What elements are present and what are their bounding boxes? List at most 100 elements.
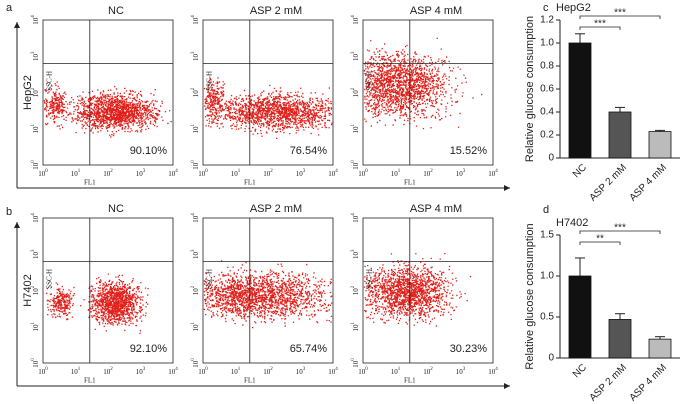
y-tick-label: 1.5 [540,230,554,241]
y-tick-label: 103 [351,51,359,61]
x-tick-label: 103 [296,367,306,375]
x-tick-label: 103 [296,169,306,177]
tick-base: 10 [192,360,200,368]
plot-frame [42,19,174,166]
tick-base: 10 [391,170,399,178]
dot-cloud [363,253,472,327]
significance-bracket [579,15,661,19]
tick-exponent: 3 [143,367,146,372]
percentage: 30.23% [450,343,488,355]
column-title: ASP 4 mM [410,5,462,17]
tick-exponent: 1 [351,124,356,127]
panel-label: a [6,2,13,14]
tick-exponent: 1 [78,169,81,174]
tick-base: 10 [352,54,360,62]
tick-base: 10 [192,54,200,62]
x-tick-label: 104 [168,169,178,177]
panel-label: b [6,206,12,218]
dot-cloud [203,77,333,139]
x-tick-label: ASP 2 mM [588,362,629,403]
tick-base: 10 [38,170,46,178]
tick-base: 10 [456,170,464,178]
column-title: NC [108,203,124,215]
percentage: 76.54% [290,145,328,157]
tick-base: 10 [32,126,40,134]
panel-label: c [543,2,549,14]
tick-exponent: 3 [303,367,306,372]
x-tick-label: 102 [103,367,113,375]
x-tick-label: 100 [38,367,48,375]
x-tick-label: 100 [358,169,368,177]
tick-exponent: 0 [31,358,36,361]
x-tick-label: 101 [71,169,81,177]
tick-base: 10 [192,126,200,134]
tick-exponent: 2 [270,367,273,372]
x-tick-label: ASP 2 mM [588,162,629,203]
tick-exponent: 1 [31,322,36,325]
bar [608,111,632,159]
significance-label: ** [596,234,604,245]
tick-exponent: 4 [175,169,178,174]
tick-base: 10 [136,170,144,178]
y-tick-label: 101 [31,322,39,332]
x-axis-label: FL1 [84,179,96,187]
y-axis-label: SSC-H [206,269,214,289]
x-tick-label: 101 [71,367,81,375]
significance-bracket [579,230,661,234]
tick-exponent: 4 [335,169,338,174]
x-axis-label: FL1 [84,377,96,385]
y-tick-label: 104 [351,213,359,223]
tick-base: 10 [192,90,200,98]
tick-base: 10 [352,324,360,332]
y-axis-label: SSC-H [46,269,54,289]
tick-exponent: 2 [191,87,196,90]
tick-exponent: 0 [191,358,196,361]
tick-exponent: 4 [351,213,356,216]
x-tick-label: 101 [391,169,401,177]
tick-exponent: 4 [175,367,178,372]
y-tick-label: 102 [191,285,199,295]
y-tick-label: 0 [548,353,554,364]
x-tick-label: 104 [488,367,498,375]
chart-title: H7402 [556,217,588,229]
tick-exponent: 1 [398,169,401,174]
y-tick-label: 100 [31,358,39,368]
x-tick-label: ASP 4 mM [628,162,669,203]
tick-base: 10 [192,215,200,223]
tick-exponent: 0 [45,367,48,372]
tick-exponent: 2 [191,285,196,288]
x-tick-label: 103 [456,169,466,177]
y-tick-label: 101 [31,124,39,134]
tick-exponent: 3 [191,249,196,252]
tick-exponent: 0 [365,367,368,372]
x-tick-label: 100 [38,169,48,177]
tick-base: 10 [71,170,79,178]
bar [608,319,632,359]
significance-label: *** [614,223,626,234]
tick-base: 10 [32,54,40,62]
y-tick-label: 104 [351,15,359,25]
x-tick-label: 104 [168,367,178,375]
x-tick-label: 101 [231,367,241,375]
tick-base: 10 [352,162,360,170]
x-tick-label: 102 [423,367,433,375]
tick-exponent: 4 [31,213,36,216]
tick-exponent: 0 [45,169,48,174]
x-tick-label: 102 [103,169,113,177]
y-tick-label: 0 [548,153,554,164]
y-tick-label: 0.2 [540,130,554,141]
tick-exponent: 1 [238,367,241,372]
tick-exponent: 4 [191,15,196,18]
tick-base: 10 [352,215,360,223]
y-tick-label: 101 [191,124,199,134]
tick-base: 10 [456,368,464,376]
tick-exponent: 1 [78,367,81,372]
row-label: H7402 [22,274,34,306]
tick-base: 10 [352,288,360,296]
y-tick-label: 103 [351,249,359,259]
tick-exponent: 2 [430,367,433,372]
tick-exponent: 1 [238,169,241,174]
tick-exponent: 0 [365,169,368,174]
tick-exponent: 1 [191,124,196,127]
y-tick-label: 1.0 [540,38,554,49]
